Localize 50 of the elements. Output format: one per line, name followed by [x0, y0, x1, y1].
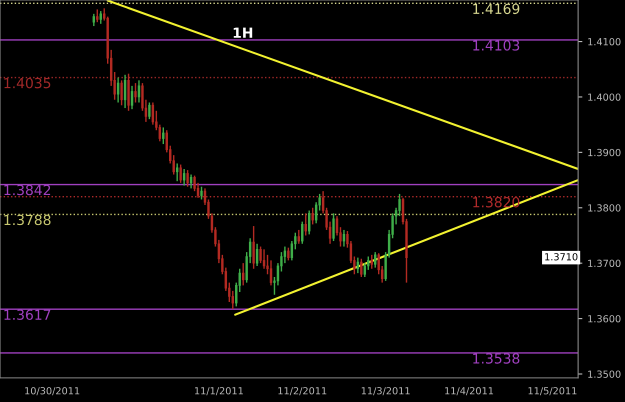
x-tick-label: 11/2/2011 [278, 387, 326, 396]
candlestick [124, 74, 126, 109]
y-tick-label: 1.3600 [588, 315, 621, 322]
candlestick [298, 229, 300, 244]
candlestick [311, 207, 314, 226]
y-tick-label: 1.4000 [588, 93, 621, 101]
candlestick [120, 80, 123, 106]
ref-line-label: 1.4035 [4, 78, 50, 88]
candlestick [190, 174, 192, 190]
candlestick [370, 254, 373, 270]
x-tick-label: 10/30/2011 [25, 387, 80, 396]
ref-line-label: 1.4103 [473, 40, 520, 51]
candlestick [96, 8, 98, 23]
ref-line-label: 1.3842 [4, 184, 50, 196]
y-tick-label: 1.3500 [588, 370, 621, 378]
ref-line-label: 1.3788 [4, 214, 51, 226]
candlestick [287, 246, 290, 262]
annotation: 1H [234, 28, 252, 38]
candlestick [242, 262, 244, 286]
candlestick [162, 126, 165, 145]
candlestick [374, 251, 376, 268]
candlestick [308, 210, 310, 236]
ref-line-label: 1.4169 [473, 4, 520, 14]
x-tick-label: 11/3/2011 [362, 387, 410, 396]
candlestick [256, 243, 258, 267]
candlestick [148, 102, 151, 120]
candlestick [342, 229, 346, 248]
candlestick [360, 258, 363, 278]
ref-line-label: 1.3538 [473, 353, 520, 364]
candlestick [186, 169, 189, 188]
candlestick [304, 212, 307, 236]
ref-line-label: 1.3820 [473, 196, 520, 208]
candlestick [182, 168, 186, 186]
candlestick [301, 220, 304, 244]
y-tick-label: 1.3800 [588, 204, 621, 212]
candlestick [176, 162, 178, 182]
candlestick [179, 164, 182, 184]
x-tick-label: 11/4/2011 [445, 387, 494, 396]
candlestick [92, 13, 96, 27]
candlestick [252, 225, 255, 270]
x-tick-label: 11/5/2011 [528, 387, 576, 396]
candlestick [116, 76, 120, 104]
x-tick-label: 11/1/2011 [195, 387, 243, 396]
y-tick-label: 1.3900 [588, 148, 621, 156]
ref-line-label: 1.3617 [4, 309, 50, 320]
candlestick [100, 10, 102, 25]
annotation: 1.3710 [545, 253, 578, 260]
y-tick-label: 1.4100 [588, 38, 621, 46]
y-tick-label: 1.3700 [588, 260, 621, 268]
candlestick [356, 256, 360, 274]
